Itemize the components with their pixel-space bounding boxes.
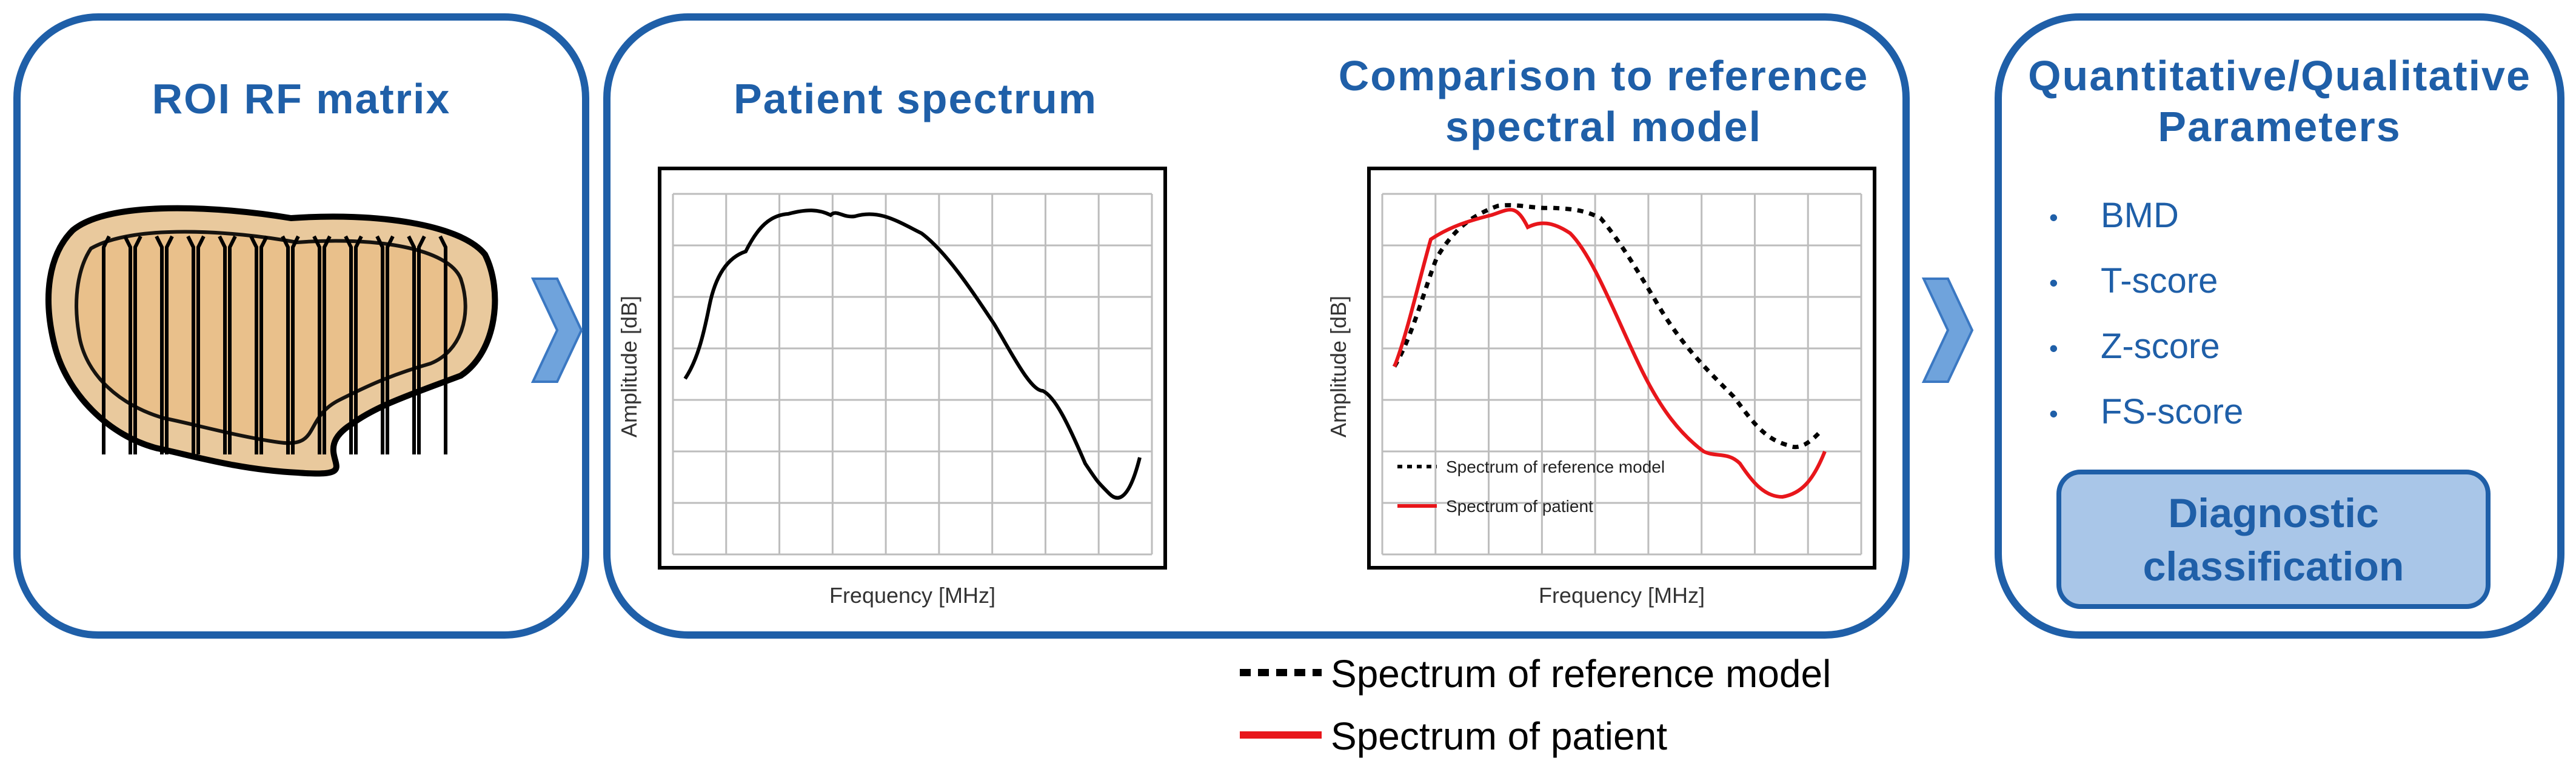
bottom-legend-patient-label: Spectrum of patient [1331,714,1667,758]
legend-patient-label: Spectrum of patient [1446,497,1593,516]
comparison-title-line2: spectral model [1445,103,1762,150]
diagnostic-line2: classification [2143,544,2404,590]
diagnostic-classification-box: Diagnostic classification [2056,470,2491,609]
param-z-score: Z-score [2101,327,2220,366]
bullet-icon: • [2049,203,2058,231]
comparison-chart: Spectrum of reference model Spectrum of … [1326,193,1862,608]
bottom-legend-patient-swatch [1240,731,1322,739]
patient-spectrum-chart: Frequency [MHz] Amplitude [dB] [617,193,1153,608]
bullet-icon: • [2049,268,2058,297]
legend-reference-label: Spectrum of reference model [1446,457,1665,476]
comparison-xlabel: Frequency [MHz] [1539,583,1705,608]
comparison-ylabel: Amplitude [dB] [1326,296,1351,437]
patient-comparison-line [1393,208,1827,499]
patient-ylabel: Amplitude [dB] [617,296,641,437]
bone-rf-illustration [45,205,498,477]
bullet-icon: • [2049,399,2058,428]
chevron-right-icon [1921,278,1974,383]
parameters-title-line1: Quantitative/Qualitative [2028,52,2531,99]
roi-rf-matrix-title: ROI RF matrix [152,75,451,122]
parameters-title-line2: Parameters [2158,103,2401,150]
param-fs-score: FS-score [2101,392,2244,431]
diagnostic-line1: Diagnostic [2168,490,2379,536]
patient-spectrum-title: Patient spectrum [734,75,1097,122]
param-bmd: BMD [2101,196,2179,235]
patient-xlabel: Frequency [MHz] [829,583,995,608]
chevron-right-icon [530,278,583,383]
bottom-legend-reference-swatch [1240,669,1322,676]
patient-spectrum-line [683,208,1142,500]
bullet-icon: • [2049,334,2058,362]
bottom-legend-reference-label: Spectrum of reference model [1331,652,1832,696]
comparison-title-line1: Comparison to reference [1338,52,1869,99]
reference-spectrum-line [1392,203,1821,450]
param-t-score: T-score [2101,261,2218,301]
